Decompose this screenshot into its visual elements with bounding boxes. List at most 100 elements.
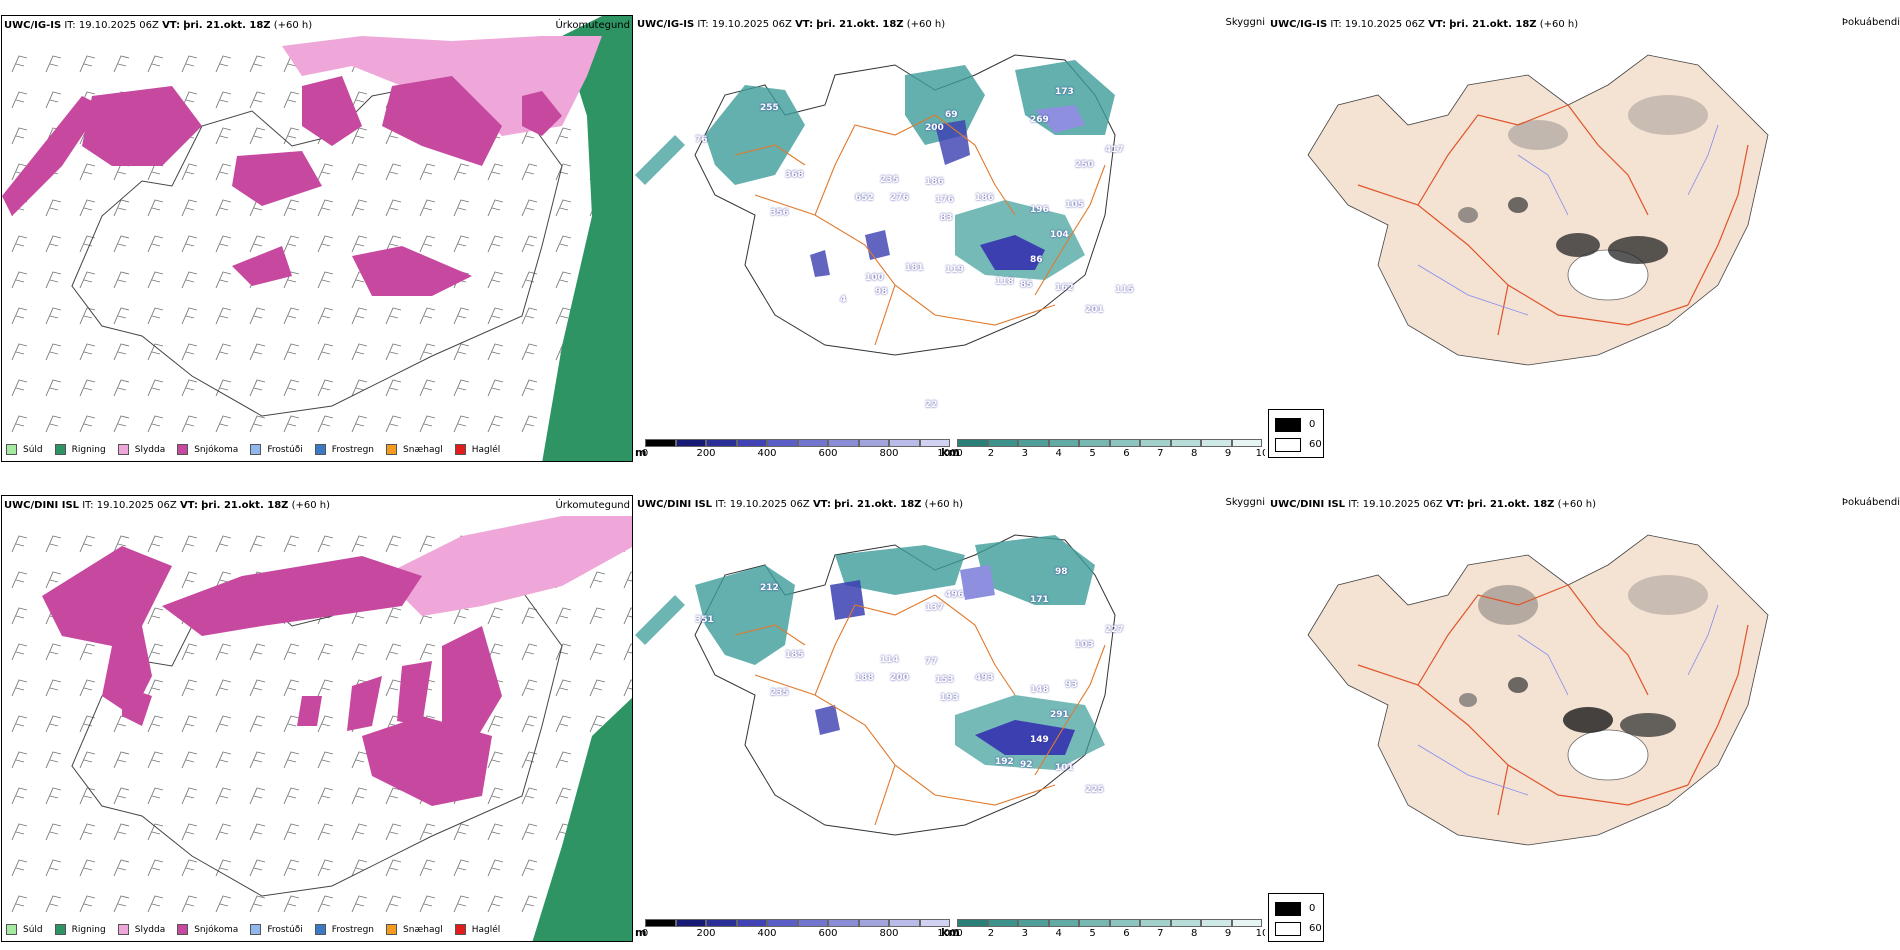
- wind-barb: [555, 127, 572, 145]
- colorbar-segment: [1018, 439, 1049, 447]
- wind-barb: [351, 859, 368, 877]
- cloud-base-label: 104: [1050, 230, 1069, 240]
- km-colorbar: 1 2 3 4 5 6 7 8 9 10: [954, 439, 1265, 459]
- colorbar-tick-label: 9: [1224, 928, 1232, 939]
- wind-barb: [147, 55, 164, 73]
- wind-barb: [453, 607, 470, 625]
- legend-label: Frostregn: [331, 924, 375, 935]
- wind-barb: [589, 607, 606, 625]
- wind-barb: [283, 751, 300, 769]
- cloud-base-label: 225: [1085, 785, 1104, 795]
- cloud-base-label: 171: [1030, 595, 1049, 605]
- cloud-base-label: 76: [695, 135, 708, 145]
- legend-item: Súld: [6, 444, 43, 455]
- wind-barb: [45, 91, 62, 109]
- swatch: [454, 924, 466, 935]
- fog-title: Þokuábendi: [1841, 497, 1900, 508]
- wind-barb: [555, 751, 572, 769]
- precip-map-graphic: [11, 516, 632, 941]
- fog-legend-swatch-light: [1275, 922, 1301, 936]
- legend-item: Slydda: [117, 444, 165, 455]
- lead-time: (+60 h): [273, 20, 313, 31]
- wind-barb: [385, 643, 402, 661]
- wind-barb: [351, 787, 368, 805]
- cloud-base-label: 192: [995, 757, 1014, 767]
- wind-barb: [215, 895, 232, 913]
- fog-index-map-top: UWC/IG-IS IT: 19.10.2025 06Z VT: þri. 21…: [1268, 15, 1900, 462]
- wind-barb: [45, 379, 62, 397]
- colorbar-tick-label: 2: [987, 928, 995, 939]
- wind-barb: [521, 751, 538, 769]
- cloud-base-label: 235: [880, 175, 899, 185]
- it-value: 19.10.2025 06Z: [96, 500, 177, 511]
- wind-barb: [45, 643, 62, 661]
- wind-barb: [181, 535, 198, 553]
- swatch: [314, 924, 326, 935]
- wind-barb: [385, 235, 402, 253]
- colorbar-tick-label: 2: [987, 448, 995, 459]
- wind-barb: [521, 415, 538, 433]
- cloud-base-label: 114: [880, 655, 899, 665]
- wind-barb: [147, 163, 164, 181]
- wind-barb: [147, 343, 164, 361]
- wind-barb: [351, 415, 368, 433]
- wind-barb: [419, 199, 436, 217]
- wind-barb: [351, 823, 368, 841]
- wind-barb: [45, 895, 62, 913]
- wind-barb: [385, 163, 402, 181]
- wind-barb: [521, 859, 538, 877]
- cloud-base-label: 269: [1030, 115, 1049, 125]
- swatch: [117, 924, 129, 935]
- cloud-base-label: 86: [1030, 255, 1043, 265]
- wind-barb: [385, 895, 402, 913]
- colorbar-tick-label: 8: [1191, 448, 1198, 459]
- wind-barb: [351, 751, 368, 769]
- legend-label: Frostúði: [267, 444, 303, 455]
- wind-barb: [11, 643, 28, 661]
- wind-barb: [419, 535, 436, 553]
- wind-barb: [385, 415, 402, 433]
- legend-label: Snjókoma: [194, 924, 239, 935]
- colorbar-segment: [1048, 919, 1079, 927]
- m-colorbar: 0 200 400 600 800 1000: [642, 439, 963, 459]
- swatch: [6, 924, 17, 935]
- wind-barb: [589, 643, 606, 661]
- wind-barb: [317, 823, 334, 841]
- legend-item: Súld: [6, 924, 43, 935]
- wind-barb: [11, 715, 28, 733]
- fog-title: Þokuábendi: [1841, 17, 1900, 28]
- colorbar-segment: [828, 439, 859, 447]
- wind-barb: [317, 379, 334, 397]
- wind-barb: [283, 643, 300, 661]
- it-label: IT:: [697, 19, 709, 30]
- m-scale-unit: m: [635, 926, 647, 939]
- wind-barb: [45, 415, 62, 433]
- colorbar-segment: [987, 439, 1018, 447]
- wind-barb: [555, 271, 572, 289]
- vt-label: VT:: [812, 499, 831, 510]
- colorbar-segment: [706, 439, 737, 447]
- swatch: [6, 444, 17, 455]
- cloud-base-label: 93: [1065, 680, 1078, 690]
- wind-barb: [487, 199, 504, 217]
- fog-legend-bottom: 0 60: [1268, 893, 1324, 942]
- wind-barb: [147, 895, 164, 913]
- wind-barb: [249, 127, 266, 145]
- wind-barb: [555, 679, 572, 697]
- cloud-base-label: 100: [865, 273, 884, 283]
- wind-barb: [385, 679, 402, 697]
- colorbar-segment: [1048, 439, 1079, 447]
- colorbar-segment: [858, 919, 889, 927]
- colorbar-tick-label: 600: [818, 928, 838, 939]
- wind-barb: [79, 535, 96, 553]
- colorbar-segment: [767, 439, 798, 447]
- vt-value: þri. 21.okt. 18Z: [183, 20, 271, 31]
- wind-barb: [249, 55, 266, 73]
- wind-barb: [317, 715, 334, 733]
- wind-barb: [283, 715, 300, 733]
- swatch: [54, 444, 66, 455]
- colorbar-segment: [889, 439, 920, 447]
- wind-barb: [11, 343, 28, 361]
- colorbar-segment: [828, 919, 859, 927]
- swatch: [454, 444, 466, 455]
